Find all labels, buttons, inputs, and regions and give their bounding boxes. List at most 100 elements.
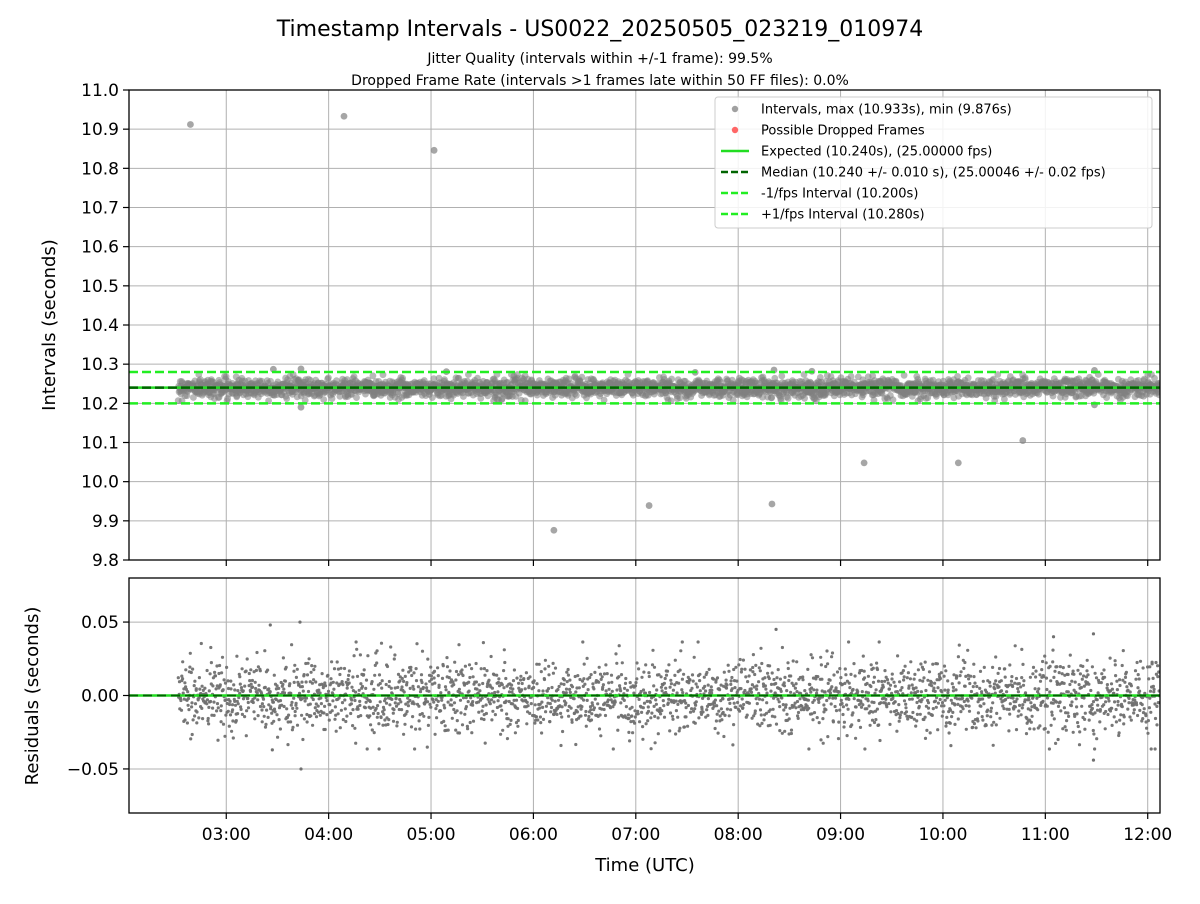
data-point (640, 676, 643, 679)
data-point (554, 700, 557, 703)
legend-marker (732, 127, 738, 133)
data-point (369, 723, 372, 726)
outlier-point (187, 121, 194, 128)
data-point (558, 685, 561, 688)
data-point (1020, 713, 1023, 716)
data-point (993, 682, 996, 685)
data-point (764, 688, 767, 691)
data-point (332, 681, 335, 684)
data-point (560, 715, 563, 718)
data-point (1015, 697, 1018, 700)
data-point (200, 642, 203, 645)
data-point (842, 705, 845, 708)
data-point (246, 697, 249, 700)
data-point (1010, 680, 1013, 683)
data-point (593, 706, 596, 709)
data-point (245, 734, 248, 737)
data-point (888, 687, 891, 690)
data-point (207, 722, 210, 725)
data-point (863, 747, 866, 750)
data-point (785, 689, 788, 692)
data-point (728, 702, 731, 705)
data-point (380, 687, 383, 690)
data-point (439, 709, 442, 712)
data-point (245, 670, 248, 673)
data-point (667, 663, 670, 666)
data-point (198, 688, 201, 691)
data-point (327, 690, 330, 693)
data-point (785, 703, 788, 706)
data-point (415, 679, 418, 682)
data-point (1000, 679, 1003, 682)
data-point (211, 707, 214, 710)
data-point (220, 671, 223, 674)
data-point (1018, 682, 1021, 685)
data-point (454, 678, 457, 681)
data-point (396, 721, 399, 724)
data-point (463, 713, 466, 716)
data-point (494, 713, 497, 716)
data-point (754, 664, 757, 667)
data-point (482, 718, 485, 721)
data-point (387, 718, 390, 721)
intervals-y-axis-label: Intervals (seconds) (39, 239, 60, 411)
data-point (979, 670, 982, 673)
data-point (909, 660, 912, 663)
data-point (655, 688, 658, 691)
data-point (544, 710, 547, 713)
data-point (867, 699, 870, 702)
data-point (806, 668, 809, 671)
data-point (766, 672, 769, 675)
data-point (177, 676, 180, 679)
data-point (566, 680, 569, 683)
data-point (272, 701, 275, 704)
data-point (405, 681, 408, 684)
data-point (714, 699, 717, 702)
data-point (981, 719, 984, 722)
data-point (427, 724, 430, 727)
data-point (757, 680, 760, 683)
data-point (643, 702, 646, 705)
data-point (686, 725, 689, 728)
data-point (738, 710, 741, 713)
data-point (898, 680, 901, 683)
data-point (678, 727, 681, 730)
data-point (369, 700, 372, 703)
data-point (580, 705, 583, 708)
data-point (651, 649, 654, 652)
data-point (452, 708, 455, 711)
data-point (710, 689, 713, 692)
data-point (428, 703, 431, 706)
data-point (481, 682, 484, 685)
data-point (972, 675, 975, 678)
data-point (236, 689, 239, 692)
y-tick-label: 10.9 (81, 120, 119, 140)
data-point (820, 678, 823, 681)
data-point (943, 689, 946, 692)
data-point (586, 657, 589, 660)
data-point (467, 681, 470, 684)
data-point (528, 675, 531, 678)
data-point (571, 685, 574, 688)
data-point (193, 714, 196, 717)
data-point (1017, 709, 1020, 712)
data-point (648, 675, 651, 678)
data-point (421, 712, 424, 715)
data-point (188, 666, 191, 669)
data-point (677, 682, 680, 685)
data-point (386, 723, 389, 726)
data-point (525, 671, 528, 674)
data-point (440, 699, 443, 702)
data-point (786, 661, 789, 664)
data-point (915, 719, 918, 722)
data-point (746, 680, 749, 683)
data-point (593, 671, 596, 674)
data-point (228, 703, 231, 706)
data-point (248, 672, 251, 675)
data-point (252, 701, 255, 704)
data-point (482, 641, 485, 644)
data-point (483, 674, 486, 677)
data-point (710, 692, 713, 695)
data-point (1009, 702, 1012, 705)
data-point (888, 723, 891, 726)
